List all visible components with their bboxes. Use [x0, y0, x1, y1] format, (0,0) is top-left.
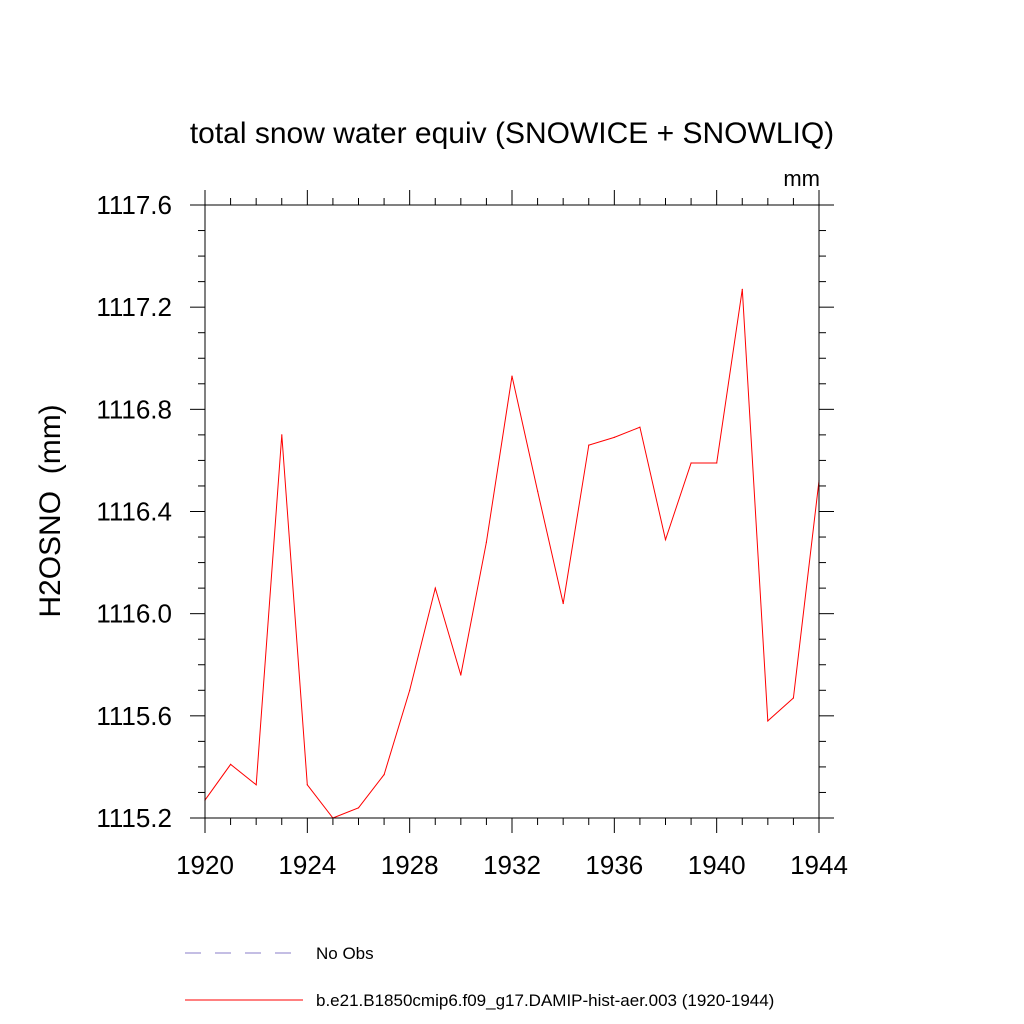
data-point — [460, 674, 462, 676]
data-point — [613, 436, 615, 438]
data-point — [281, 434, 283, 436]
x-tick-label: 1936 — [585, 850, 643, 880]
data-point — [588, 444, 590, 446]
data-point — [383, 774, 385, 776]
x-tick-label: 1920 — [176, 850, 234, 880]
data-point — [255, 784, 257, 786]
y-tick-label: 1116.0 — [96, 599, 172, 629]
y-tick-label: 1117.2 — [96, 292, 172, 322]
y-tick-label: 1116.8 — [96, 394, 172, 424]
axis-tick-labels: 1920 1924 1928 1932 1936 1940 1944 1115.2 1115.6… — [96, 190, 848, 880]
units-label: mm — [783, 166, 820, 191]
x-tick-label: 1944 — [790, 850, 848, 880]
data-point — [716, 462, 718, 464]
y-tick-label: 1115.6 — [96, 701, 172, 731]
data-point — [767, 720, 769, 722]
data-point — [562, 602, 564, 605]
data-point — [434, 587, 436, 589]
series-line — [204, 289, 820, 819]
legend-label-series: b.e21.B1850cmip6.f09_g17.DAMIP-hist-aer.… — [316, 991, 774, 1010]
series-group — [204, 288, 820, 819]
data-point — [306, 784, 308, 786]
data-point — [357, 807, 360, 809]
chart-title: total snow water equiv (SNOWICE + SNOWLI… — [190, 117, 834, 150]
axis-ticks — [190, 190, 834, 833]
data-point — [230, 763, 232, 766]
data-point — [664, 539, 667, 541]
legend: No Obs b.e21.B1850cmip6.f09_g17.DAMIP-hi… — [185, 944, 774, 1010]
y-axis-label: H2OSNO (mm) — [34, 404, 67, 617]
x-tick-label: 1940 — [688, 850, 746, 880]
x-tick-label: 1924 — [278, 850, 336, 880]
data-point — [639, 426, 641, 428]
data-point — [690, 462, 692, 464]
y-tick-label: 1116.4 — [96, 497, 172, 527]
x-tick-label: 1928 — [381, 850, 439, 880]
data-point — [741, 288, 743, 290]
x-tick-label: 1932 — [483, 850, 541, 880]
plot-frame — [204, 204, 820, 819]
data-point — [511, 375, 513, 377]
data-point — [537, 490, 539, 492]
y-tick-label: 1117.6 — [96, 190, 172, 220]
data-point — [485, 541, 487, 543]
legend-label-no-obs: No Obs — [316, 944, 374, 963]
data-point — [792, 697, 795, 699]
data-point — [409, 689, 411, 691]
y-tick-label: 1115.2 — [96, 803, 172, 833]
